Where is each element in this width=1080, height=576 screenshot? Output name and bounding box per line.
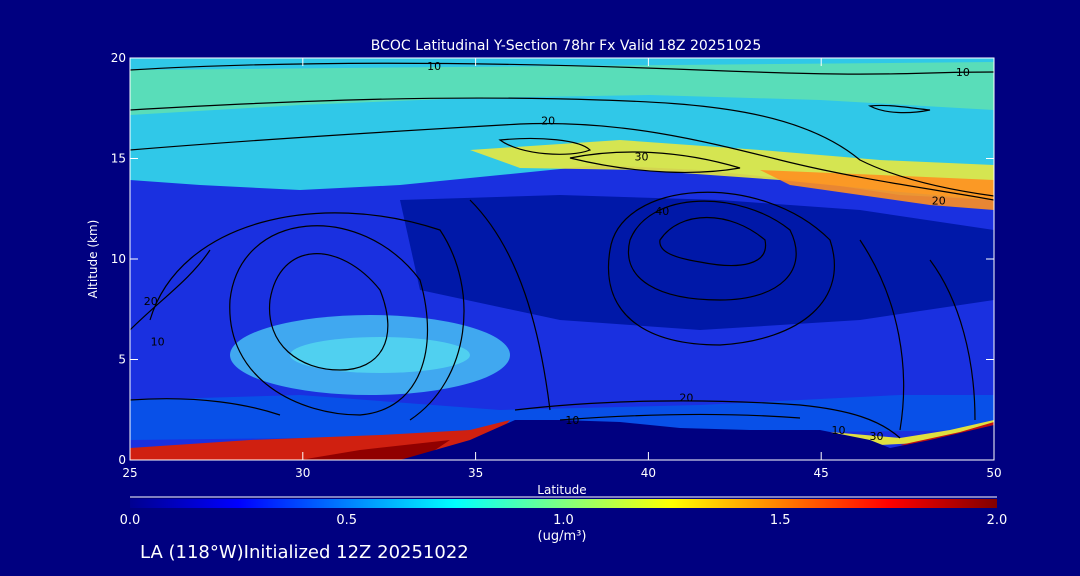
contour-label: 40 [655, 205, 669, 218]
colorbar-tick-label: 1.5 [770, 513, 791, 528]
contour-line [859, 239, 905, 431]
contour-label: 20 [541, 114, 555, 127]
x-tick-label: 25 [122, 466, 137, 480]
contour-line [608, 191, 835, 346]
colorbar-tick-label: 1.0 [553, 513, 574, 528]
colorbar-tick-label: 0.5 [336, 513, 357, 528]
field-dark-core [400, 195, 994, 330]
contour-line [659, 216, 767, 267]
contour-line [569, 151, 741, 173]
x-tick-label: 35 [468, 466, 483, 480]
contour-line [130, 62, 994, 75]
x-tick-label: 45 [814, 466, 829, 480]
contour-label: 10 [151, 335, 165, 348]
colorbar-units: (ug/m³) [538, 529, 587, 544]
y-axis-label: Altitude (km) [86, 220, 100, 299]
contour-line [268, 253, 389, 371]
field-surface-dark-red [300, 440, 450, 460]
field-mid-light-blob [290, 337, 470, 373]
contour-line [130, 398, 281, 416]
x-tick-label: 50 [986, 466, 1001, 480]
contour-label: 10 [956, 66, 970, 79]
x-axis-label: Latitude [537, 483, 586, 497]
contour-line [130, 249, 211, 331]
y-tick-label: 15 [111, 152, 126, 166]
contour-line [229, 225, 429, 416]
contour-label: 20 [932, 195, 946, 208]
colorbar-tick-label: 0.0 [120, 513, 141, 528]
colorbar-gradient [130, 499, 997, 508]
y-tick-label: 20 [111, 51, 126, 65]
colorbar-ticks: 0.0 0.5 1.0 1.5 2.0 [120, 513, 1008, 528]
contour-line [498, 137, 592, 155]
colorbar-tick-label: 2.0 [987, 513, 1008, 528]
contour-label: 20 [679, 392, 693, 405]
contour-line [514, 400, 901, 439]
field-orange-band [760, 170, 994, 210]
contour-label: 20 [144, 295, 158, 308]
y-tick-label: 0 [118, 453, 126, 467]
contour-line [627, 200, 797, 301]
contour-line [130, 122, 994, 201]
contour-label: 30 [634, 150, 648, 163]
contour-label: 10 [427, 60, 441, 73]
contour-line [867, 104, 931, 114]
terrain-mask [400, 420, 994, 460]
x-tick-label: 30 [295, 466, 310, 480]
contour-label: 10 [831, 424, 845, 437]
contour-line [130, 97, 994, 197]
field-upper-green [130, 62, 994, 115]
x-tick-label: 40 [641, 466, 656, 480]
contour-label: 10 [565, 414, 579, 427]
colorbar: 0.0 0.5 1.0 1.5 2.0 (ug/m³) [120, 496, 1008, 544]
field-lower-blue [130, 395, 994, 440]
x-axis: 25 30 35 40 45 50 [122, 58, 1002, 480]
contour-lines [130, 62, 994, 439]
contour-label: 30 [869, 430, 883, 443]
contour-labels: 10 10 20 30 40 20 20 10 10 20 10 30 [144, 60, 970, 443]
y-tick-label: 10 [111, 252, 126, 266]
contour-line [559, 413, 801, 421]
contour-line [149, 212, 465, 421]
footer-station-label: LA (118°W)Initialized 12Z 20251022 [140, 542, 469, 563]
y-tick-label: 5 [118, 353, 126, 367]
y-axis: 0 5 10 15 20 [111, 51, 994, 467]
contour-line [929, 259, 976, 421]
plot-area: 10 10 20 30 40 20 20 10 10 20 10 30 [129, 57, 995, 461]
contour-line [469, 199, 551, 411]
chart-title: BCOC Latitudinal Y-Section 78hr Fx Valid… [371, 38, 761, 54]
